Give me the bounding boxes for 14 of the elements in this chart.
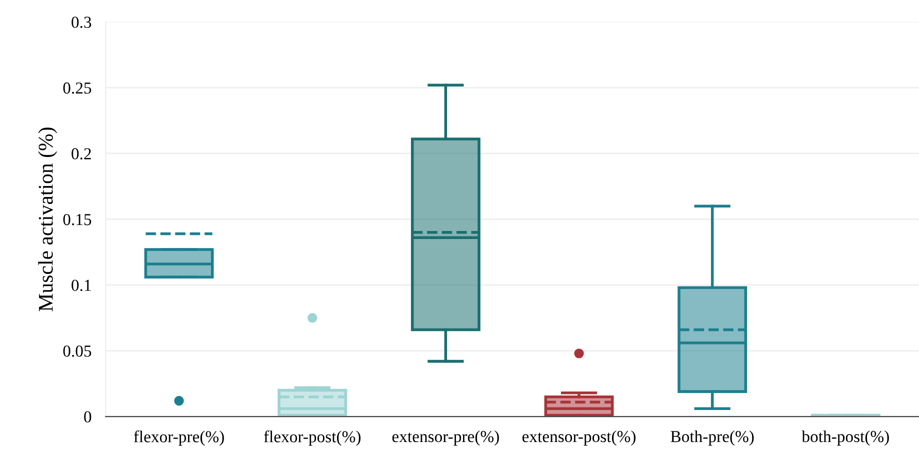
y-tick-label: 0.2 [72,148,91,160]
x-tick-label: extensor-pre(%) [392,430,499,446]
y-tick-label: 0.3 [72,16,92,28]
x-tick-label: flexor-post(%) [264,430,361,446]
x-tick-label: both-post(%) [802,430,889,446]
x-tick-label: flexor-pre(%) [134,430,224,446]
x-tick-label: Both-pre(%) [670,430,754,446]
y-tick-label: 0 [84,411,92,423]
y-tick-label: 0.05 [63,345,92,357]
y-tick-label: 0.15 [63,214,92,226]
y-axis-title: Muscle activation (%) [38,128,58,312]
y-tick-label: 0.1 [72,280,91,292]
x-tick-label: extensor-post(%) [522,430,636,446]
y-tick-label: 0.25 [63,82,92,94]
